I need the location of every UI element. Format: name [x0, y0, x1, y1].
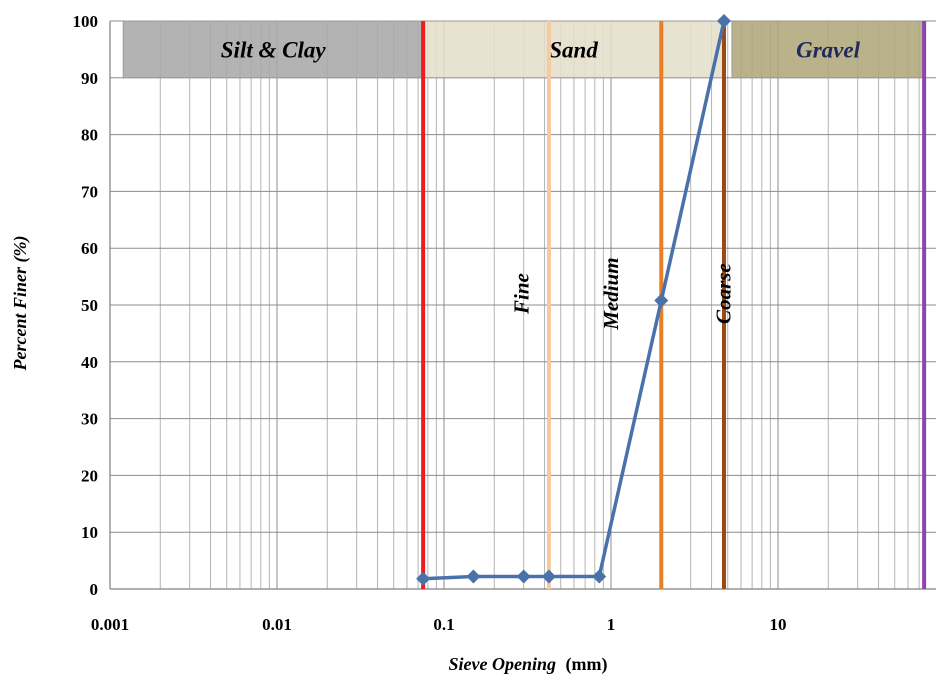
series-layer: [416, 14, 732, 586]
x-tick-label: 0.001: [91, 615, 129, 634]
y-tick-label: 60: [81, 239, 98, 258]
y-tick-label: 0: [90, 580, 99, 599]
x-tick-label: 1: [607, 615, 616, 634]
y-tick-label: 90: [81, 69, 98, 88]
data-point: [654, 293, 669, 308]
data-point: [416, 571, 431, 586]
data-point: [516, 569, 531, 584]
band-label-0: Silt & Clay: [221, 37, 327, 62]
y-axis-title: Percent Finer (%): [10, 236, 31, 372]
y-tick-label: 50: [81, 296, 98, 315]
data-point: [466, 569, 481, 584]
data-point: [717, 14, 732, 28]
zone-label-1: Medium: [599, 257, 623, 330]
x-tick-label: 0.01: [262, 615, 292, 634]
grid: [109, 20, 936, 590]
tick-labels: 0 10 20 30 40 50 60 70 80 90 100 0.001 0.01 0.1 1 10: [73, 12, 787, 634]
y-tick-label: 100: [73, 12, 99, 31]
y-tick-label: 20: [81, 466, 98, 485]
x-axis-title-italic: Sieve Opening: [449, 654, 557, 674]
band-1: [422, 20, 725, 79]
data-point: [592, 569, 607, 584]
band-label-1: Sand: [549, 37, 598, 62]
x-axis-title-unit: (mm): [566, 654, 608, 675]
zone-label-2: Coarse: [712, 263, 736, 324]
band-label-2: Gravel: [796, 37, 860, 62]
y-tick-label: 70: [81, 182, 98, 201]
y-tick-label: 10: [81, 523, 98, 542]
x-tick-label: 10: [770, 615, 787, 634]
y-tick-label: 40: [81, 353, 98, 372]
zone-labels: Fine Medium Coarse: [509, 257, 735, 330]
y-tick-label: 30: [81, 410, 98, 429]
x-tick-label: 0.1: [433, 615, 454, 634]
classification-bands: Silt & Clay Sand Gravel: [122, 20, 925, 79]
x-axis-title: Sieve Opening (mm): [449, 654, 608, 675]
zone-label-0: Fine: [509, 273, 533, 315]
data-point: [541, 569, 556, 584]
band-0: [122, 20, 424, 79]
y-tick-label: 80: [81, 126, 98, 145]
